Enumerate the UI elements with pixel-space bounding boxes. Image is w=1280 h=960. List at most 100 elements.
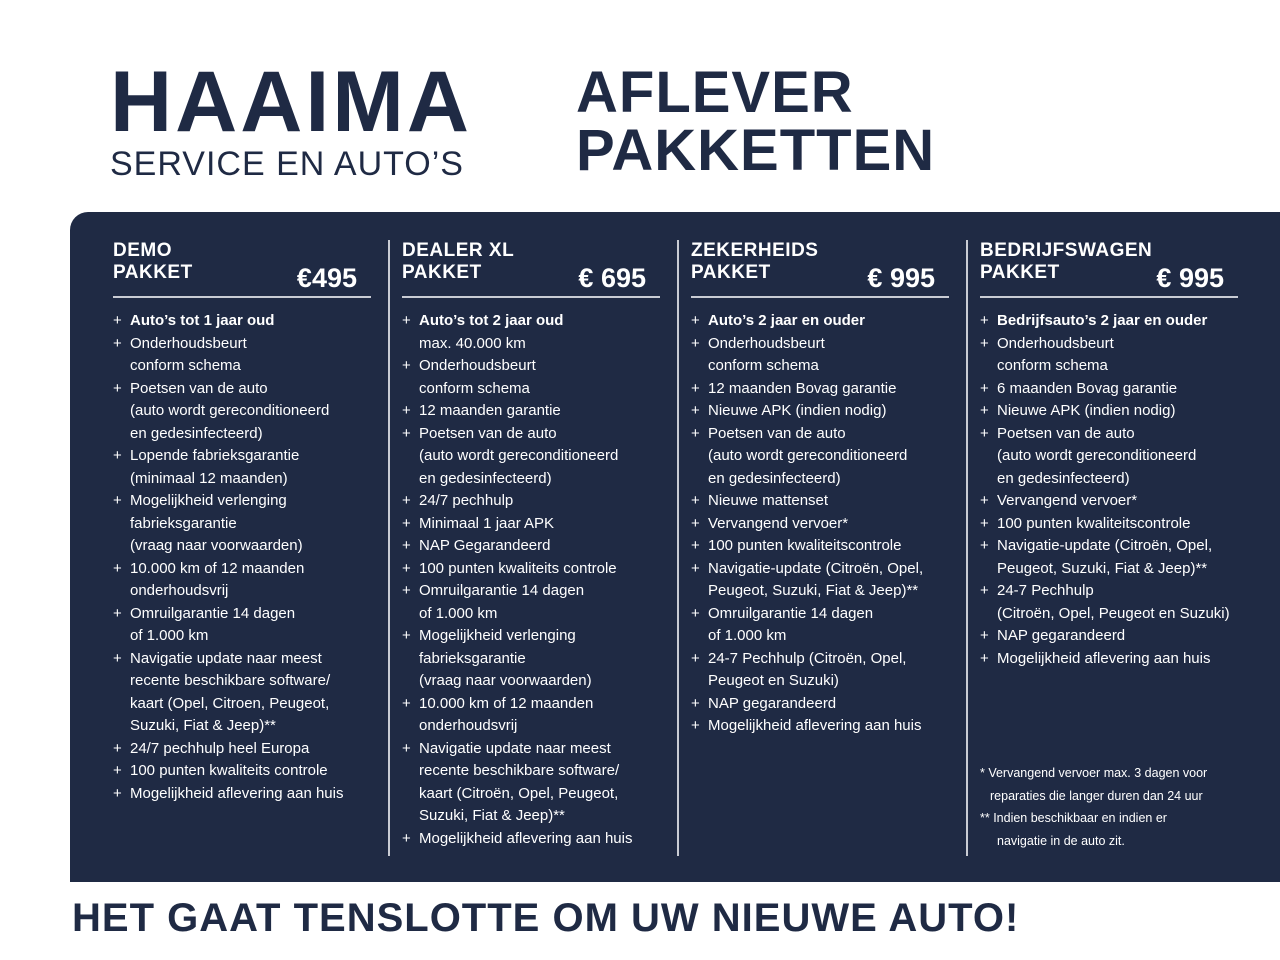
feature-line: Poetsen van de auto (708, 424, 846, 442)
feature-line: (Citroën, Opel, Peugeot en Suzuki) (997, 604, 1230, 622)
feature-line: 24/7 pechhulp heel Europa (130, 739, 310, 757)
feature-line: Onderhoudsbeurt (130, 334, 247, 352)
feature-item: 24-7 Pechhulp (Citroën, Opel, Peugeot en … (980, 580, 1238, 625)
feature-item: Mogelijkheid verlenging fabrieksgarantie (… (113, 490, 371, 558)
feature-item: 100 punten kwaliteitscontrole (980, 513, 1238, 536)
feature-line: conform schema (997, 357, 1108, 374)
feature-item: Auto’s tot 2 jaar oud max. 40.000 km (402, 310, 660, 355)
feature-line: Omruilgarantie 14 dagen (419, 582, 585, 599)
package-name-line: PAKKET (113, 262, 193, 283)
feature-line: Mogelijkheid aflevering aan huis (419, 829, 633, 847)
feature-line: (auto wordt gereconditioneerd (997, 447, 1197, 464)
package-price: € 995 (1156, 263, 1224, 293)
feature-line: Lopende fabrieksgarantie (130, 447, 300, 464)
feature-line: 10.000 km of 12 maanden (419, 694, 594, 712)
feature-item: 10.000 km of 12 maanden onderhoudsvrij (113, 558, 371, 603)
feature-line: Navigatie update naar meest (130, 649, 322, 667)
package-header: BEDRIJFSWAGEN PAKKET € 995 (980, 240, 1238, 298)
feature-item: Onderhoudsbeurt conform schema (691, 333, 949, 378)
package-name: DEMO PAKKET (113, 240, 371, 284)
feature-item: 100 punten kwaliteits controle (113, 760, 371, 783)
feature-line: kaart (Citroën, Opel, Peugeot, (419, 784, 619, 802)
column-divider (677, 240, 679, 856)
brand-subtitle: SERVICE EN AUTO’S (110, 145, 464, 183)
feature-item: Omruilgarantie 14 dagen of 1.000 km (113, 603, 371, 648)
feature-line: kaart (Opel, Citroen, Peugeot, (130, 694, 330, 712)
feature-line: Mogelijkheid verlenging (130, 492, 287, 509)
feature-line: (vraag naar voorwaarden) (419, 672, 592, 689)
brand-name: HAAIMA (110, 54, 472, 150)
feature-line: Nieuwe APK (indien nodig) (997, 402, 1176, 419)
package-header: DEALER XL PAKKET € 695 (402, 240, 660, 298)
feature-line: Poetsen van de auto (130, 379, 268, 397)
package-name: DEALER XL PAKKET (402, 240, 660, 284)
feature-item: 24-7 Pechhulp (Citroën, Opel, Peugeot en … (691, 648, 949, 693)
feature-item: Mogelijkheid aflevering aan huis (691, 715, 949, 738)
feature-item: Lopende fabrieksgarantie (minimaal 12 maa… (113, 445, 371, 490)
feature-line: (auto wordt gereconditioneerd (708, 447, 908, 464)
feature-item: Vervangend vervoer* (980, 490, 1238, 513)
feature-item: Mogelijkheid verlenging fabrieksgarantie (… (402, 625, 660, 693)
feature-line: Suzuki, Fiat & Jeep)** (130, 717, 276, 734)
feature-line: en gedesinfecteerd) (708, 469, 841, 487)
feature-item: Nieuwe APK (indien nodig) (691, 400, 949, 423)
feature-item: Onderhoudsbeurt conform schema (980, 333, 1238, 378)
feature-line: Vervangend vervoer* (708, 514, 849, 532)
feature-item: NAP Gegarandeerd (402, 535, 660, 558)
feature-line: Mogelijkheid verlenging (419, 627, 576, 644)
feature-line: Poetsen van de auto (419, 424, 557, 442)
slogan: HET GAAT TENSLOTTE OM UW NIEUWE AUTO! (72, 896, 1020, 940)
feature-item: Poetsen van de auto (auto wordt gerecondi… (113, 378, 371, 446)
package-name-line: DEMO (113, 240, 172, 261)
page-title: AFLEVER PAKKETTEN (576, 64, 935, 180)
feature-line: Omruilgarantie 14 dagen (130, 604, 296, 622)
feature-list: Auto’s 2 jaar en ouder Onderhoudsbeurt con… (691, 310, 949, 738)
feature-item: Onderhoudsbeurt conform schema (113, 333, 371, 378)
feature-line: Auto’s tot 2 jaar oud (419, 312, 564, 329)
feature-line: onderhoudsvrij (419, 717, 518, 734)
feature-line: Mogelijkheid aflevering aan huis (130, 784, 344, 802)
feature-line: 10.000 km of 12 maanden (130, 559, 305, 577)
package-header: DEMO PAKKET €495 (113, 240, 371, 298)
feature-item: NAP gegarandeerd (980, 625, 1238, 648)
feature-item: Poetsen van de auto (auto wordt gerecondi… (402, 423, 660, 491)
feature-item: Omruilgarantie 14 dagen of 1.000 km (402, 580, 660, 625)
feature-item: Poetsen van de auto (auto wordt gerecondi… (980, 423, 1238, 491)
feature-line: conform schema (130, 357, 241, 374)
feature-list: Auto’s tot 2 jaar oud max. 40.000 km Onder… (402, 310, 660, 850)
feature-line: 12 maanden garantie (419, 402, 561, 419)
feature-line: of 1.000 km (708, 627, 787, 644)
feature-line: Navigatie update naar meest (419, 739, 611, 757)
package-name-line: PAKKET (691, 262, 771, 283)
feature-item: Mogelijkheid aflevering aan huis (402, 828, 660, 851)
feature-line: Omruilgarantie 14 dagen (708, 604, 874, 622)
feature-item: Auto’s 2 jaar en ouder (691, 310, 949, 333)
feature-line: Peugeot, Suzuki, Fiat & Jeep)** (708, 582, 919, 599)
feature-item: Nieuwe mattenset (691, 490, 949, 513)
feature-line: Onderhoudsbeurt (708, 334, 825, 352)
feature-line: recente beschikbare software/ (130, 672, 331, 689)
package-price: € 995 (867, 263, 935, 293)
feature-line: of 1.000 km (419, 604, 498, 622)
feature-item: Navigatie-update (Citroën, Opel, Peugeot,… (980, 535, 1238, 580)
feature-line: 6 maanden Bovag garantie (997, 379, 1178, 397)
feature-line: Peugeot en Suzuki) (708, 672, 839, 689)
feature-line: 100 punten kwaliteitscontrole (997, 514, 1191, 532)
feature-line: Mogelijkheid aflevering aan huis (708, 717, 922, 734)
feature-line: 100 punten kwaliteits controle (419, 559, 617, 577)
footnotes: * Vervangend vervoer max. 3 dagen voor r… (980, 762, 1207, 852)
feature-line: Mogelijkheid aflevering aan huis (997, 649, 1211, 667)
package-name-line: BEDRIJFSWAGEN (980, 240, 1153, 261)
package-name-line: PAKKET (980, 262, 1060, 283)
feature-item: Bedrijfsauto’s 2 jaar en ouder (980, 310, 1238, 333)
feature-item: Vervangend vervoer* (691, 513, 949, 536)
feature-item: Omruilgarantie 14 dagen of 1.000 km (691, 603, 949, 648)
feature-item: 12 maanden Bovag garantie (691, 378, 949, 401)
feature-line: Onderhoudsbeurt (419, 357, 536, 374)
feature-item: Navigatie update naar meest recente besch… (113, 648, 371, 738)
feature-line: onderhoudsvrij (130, 582, 229, 599)
feature-line: 100 punten kwaliteitscontrole (708, 537, 902, 554)
feature-line: max. 40.000 km (419, 334, 526, 352)
